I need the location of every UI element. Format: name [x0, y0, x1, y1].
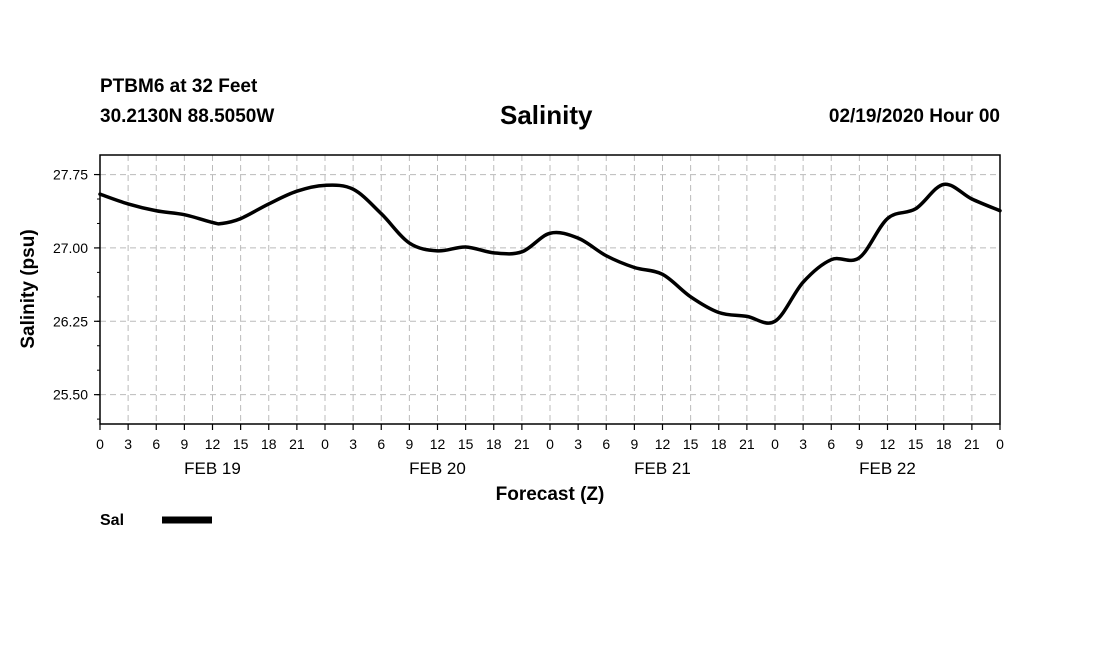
x-tick-label: 9: [855, 436, 863, 452]
x-tick-label: 18: [486, 436, 502, 452]
x-tick-label: 3: [574, 436, 582, 452]
x-tick-label: 18: [936, 436, 952, 452]
x-axis: 0 3 6 9 12 15 18 21 0 3 6 9 12 15 18 21 0 3 6 9 12 15 18 21 0 3 6 9…: [96, 424, 1004, 478]
date-label: FEB 22: [859, 459, 916, 478]
x-tick-label: 21: [739, 436, 755, 452]
x-tick-label: 0: [546, 436, 554, 452]
forecast-datetime: 02/19/2020 Hour 00: [828, 106, 1000, 127]
x-tick-label: 21: [514, 436, 530, 452]
y-tick-label: 25.50: [53, 387, 88, 403]
x-tick-label: 9: [405, 436, 413, 452]
station-label: PTBM6 at 32 Feet: [100, 76, 258, 97]
x-axis-label: Forecast (Z): [496, 484, 605, 505]
x-tick-label: 9: [180, 436, 188, 452]
x-tick-label: 9: [630, 436, 638, 452]
legend: Sal: [100, 512, 212, 529]
y-tick-label: 27.00: [53, 240, 88, 256]
chart-title: Salinity: [500, 100, 593, 130]
legend-label: Sal: [100, 512, 124, 529]
x-tick-label: 18: [261, 436, 277, 452]
x-tick-label: 3: [124, 436, 132, 452]
date-label: FEB 21: [634, 459, 691, 478]
x-tick-label: 0: [96, 436, 104, 452]
x-tick-label: 3: [799, 436, 807, 452]
x-tick-label: 21: [964, 436, 980, 452]
x-tick-label: 18: [711, 436, 727, 452]
x-tick-label: 12: [655, 436, 671, 452]
x-tick-label: 15: [683, 436, 699, 452]
gridlines: [100, 155, 1000, 424]
x-tick-label: 6: [827, 436, 835, 452]
x-tick-label: 6: [152, 436, 160, 452]
y-axis: 25.50 26.25 27.00 27.75: [53, 167, 100, 420]
x-tick-label: 12: [205, 436, 221, 452]
date-label: FEB 20: [409, 459, 466, 478]
y-axis-label: Salinity (psu): [18, 229, 39, 348]
x-tick-label: 15: [233, 436, 249, 452]
y-tick-label: 26.25: [53, 313, 88, 329]
y-tick-label: 27.75: [53, 167, 88, 183]
x-tick-label: 0: [321, 436, 329, 452]
x-tick-label: 3: [349, 436, 357, 452]
x-tick-label: 6: [377, 436, 385, 452]
x-tick-label: 0: [771, 436, 779, 452]
series-group: [98, 182, 1002, 325]
series-line-sal: [98, 182, 1002, 325]
x-tick-label: 15: [908, 436, 924, 452]
coordinates-label: 30.2130N 88.5050W: [100, 106, 275, 127]
x-tick-label: 0: [996, 436, 1004, 452]
x-tick-label: 12: [880, 436, 896, 452]
x-tick-label: 12: [430, 436, 446, 452]
x-tick-label: 6: [602, 436, 610, 452]
x-tick-label: 15: [458, 436, 474, 452]
date-label: FEB 19: [184, 459, 241, 478]
x-tick-label: 21: [289, 436, 305, 452]
